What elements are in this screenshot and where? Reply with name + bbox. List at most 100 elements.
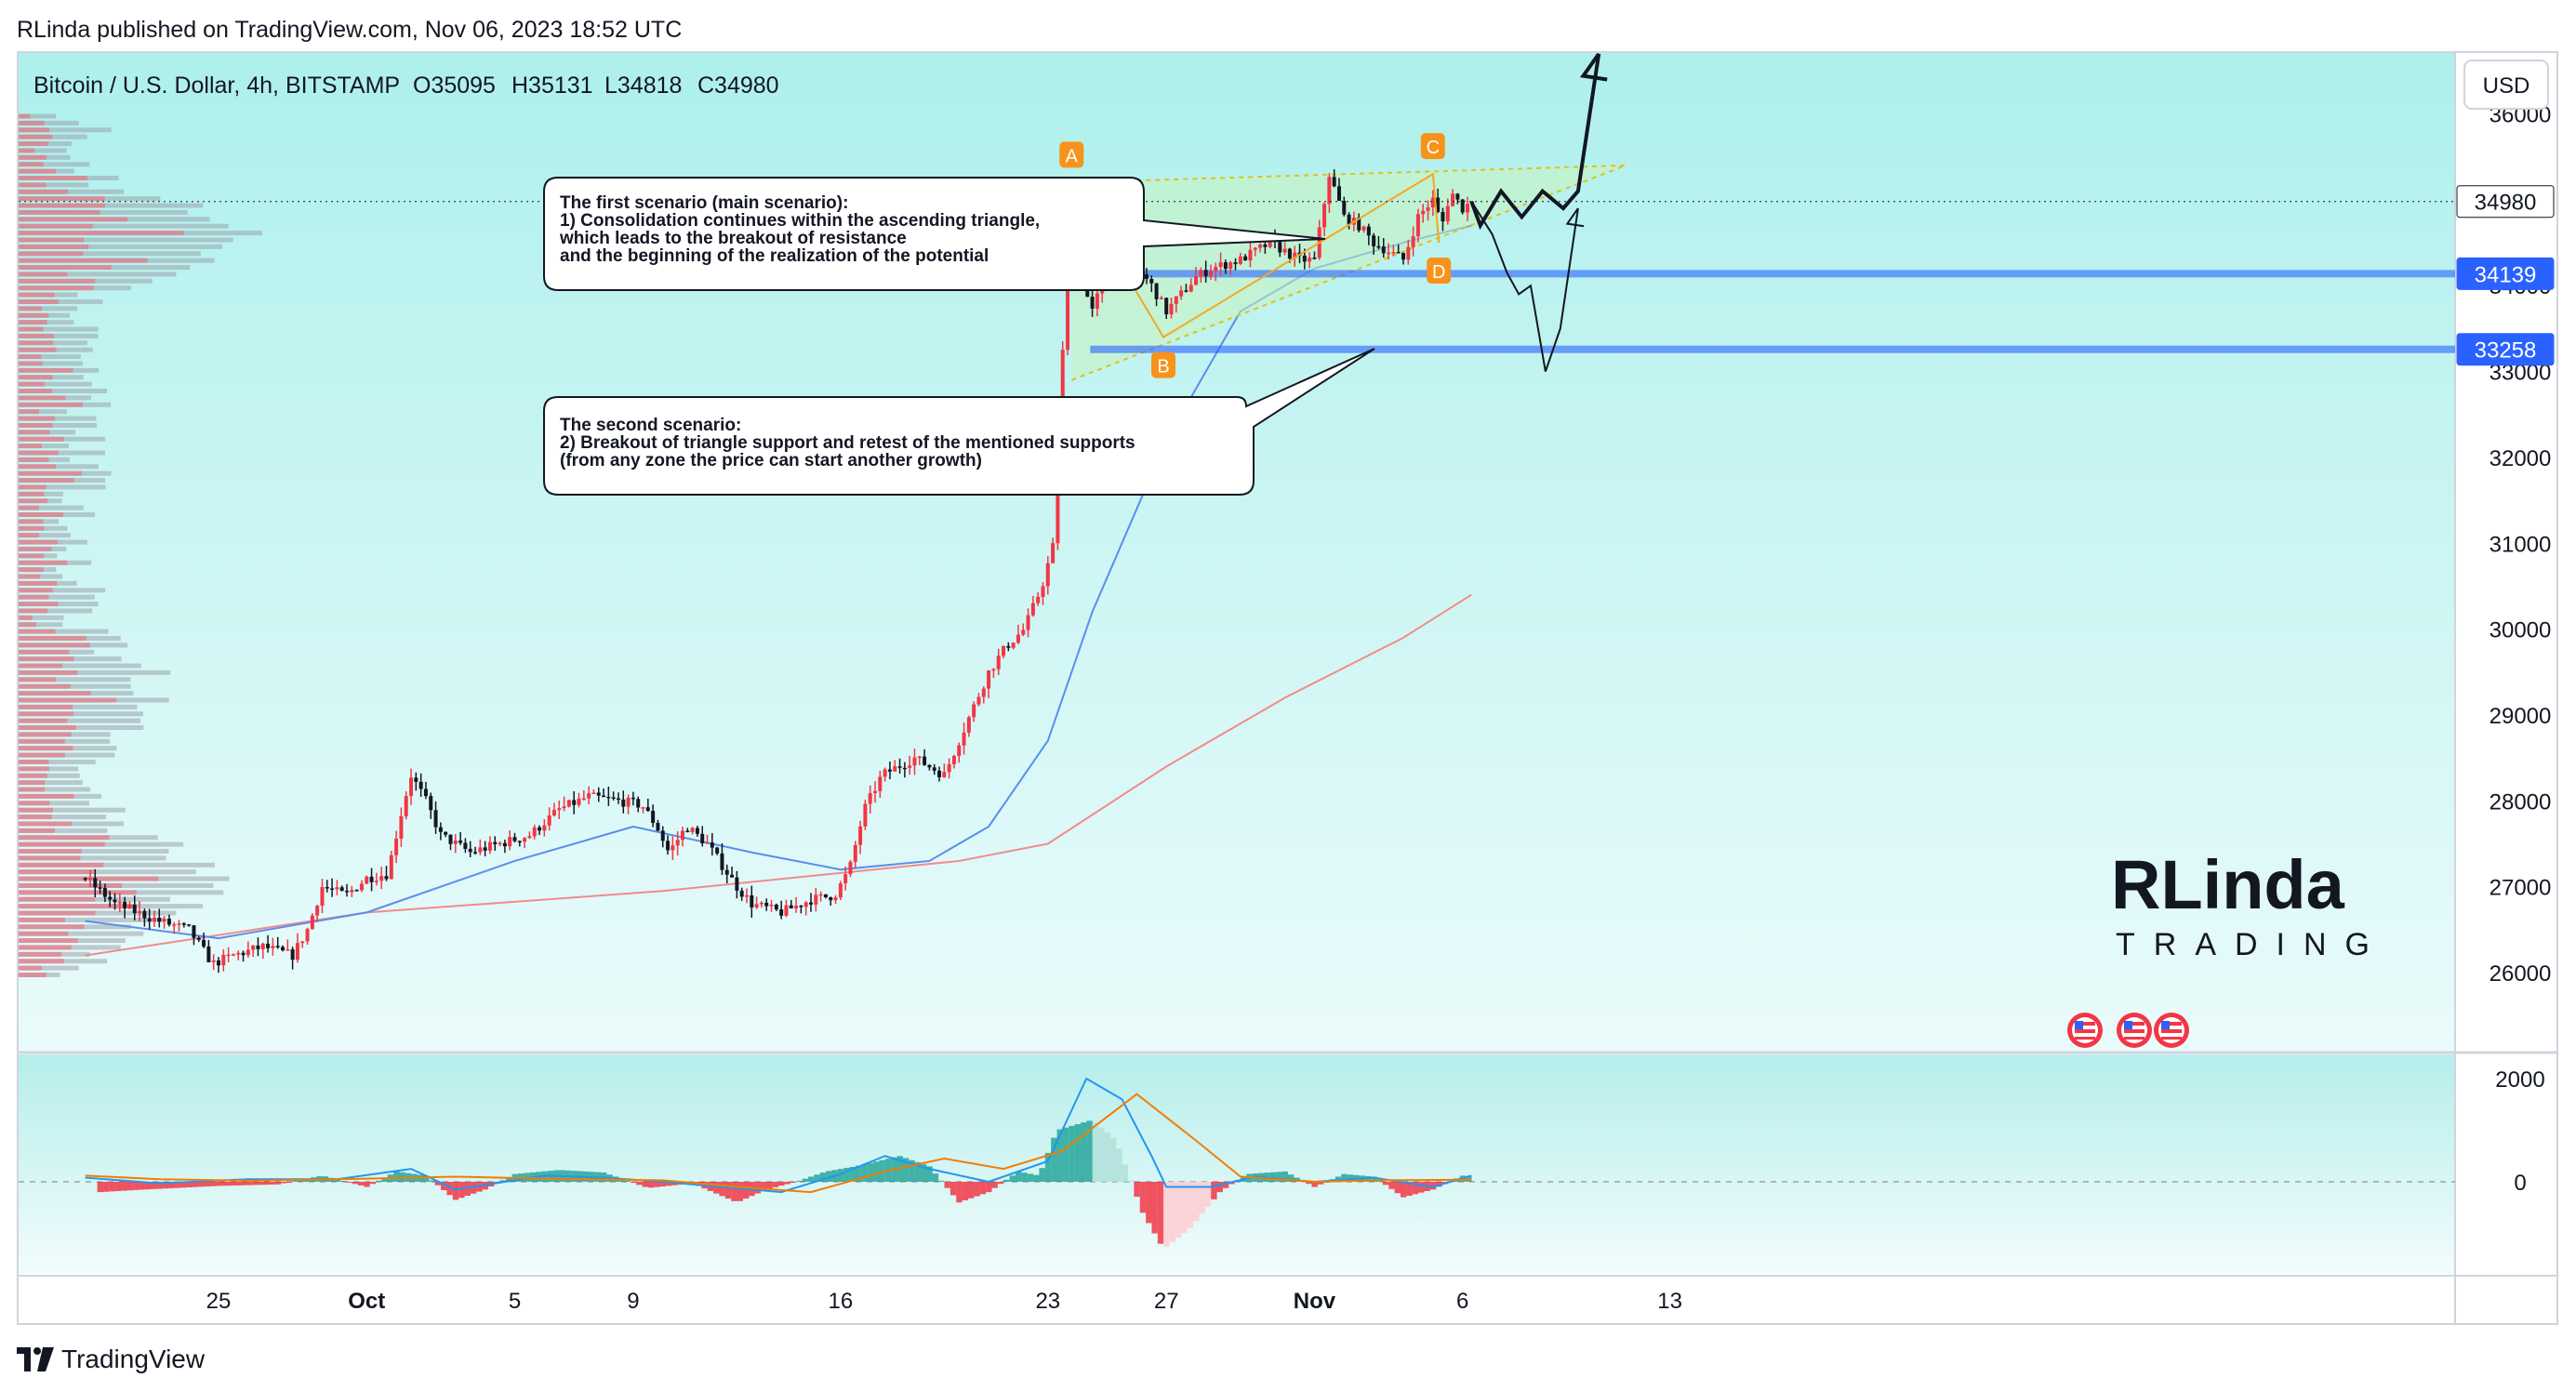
candle-body (794, 905, 799, 908)
candle-body (108, 896, 113, 900)
pattern-point-marker[interactable] (1151, 351, 1176, 378)
candle-body (695, 828, 699, 834)
macd-histogram-bar (452, 1182, 459, 1200)
macd-histogram-bar (156, 1182, 163, 1189)
us-flag-events[interactable] (2067, 1013, 2189, 1048)
pattern-point-marker[interactable] (1420, 133, 1445, 160)
pattern-point-marker[interactable] (1427, 258, 1452, 285)
candle-body (611, 797, 616, 799)
candle-body (532, 827, 537, 837)
volume-profile-bar-buy (19, 780, 46, 786)
candle-body (641, 807, 645, 809)
candle-body (206, 946, 211, 962)
macd-histogram-bar (826, 1171, 832, 1182)
candle-body (1396, 252, 1401, 254)
candle-body (547, 815, 551, 826)
last-price-badge (2456, 185, 2555, 219)
volume-profile-bar-buy (19, 890, 137, 895)
candle-body (1268, 238, 1272, 247)
macd-histogram-bar (216, 1182, 222, 1186)
volume-profile-bar-buy (19, 375, 53, 380)
macd-histogram-bar (814, 1174, 820, 1182)
volume-profile-bar (19, 422, 98, 428)
price-tick-label: 30000 (2490, 618, 2552, 643)
candle-body (1066, 288, 1070, 351)
macd-histogram-bar (932, 1173, 939, 1182)
volume-profile-bar (19, 127, 112, 133)
us-flag-icon[interactable] (2067, 1013, 2103, 1048)
time-tick-label: 23 (1035, 1289, 1060, 1314)
volume-profile-bar (19, 910, 177, 916)
candle-body (310, 915, 314, 930)
scenario1-callout[interactable]: The first scenario (main scenario): 1) C… (543, 177, 1326, 291)
candle-body (1179, 290, 1184, 297)
support-level-line[interactable] (1090, 270, 2455, 278)
macd-histogram-bar (1027, 1173, 1034, 1182)
volume-profile-bar (19, 244, 222, 249)
candle-body (937, 770, 942, 777)
macd-pane-bg (19, 1054, 2455, 1274)
volume-profile-bar (19, 608, 93, 614)
volume-profile-bar-buy (19, 505, 39, 510)
scenario2-callout[interactable]: The second scenario: 2) Breakout of tria… (543, 348, 1375, 496)
candle-body (1336, 186, 1341, 202)
volume-profile-bar-buy (19, 855, 81, 861)
macd-histogram-bar (1376, 1180, 1383, 1182)
volume-profile-bar-buy (19, 231, 184, 236)
macd-histogram-bar (778, 1182, 785, 1186)
pattern-point-label: B (1157, 357, 1169, 378)
candle-body (498, 842, 502, 845)
volume-profile-bar-buy (19, 725, 76, 731)
macd-histogram-bar (636, 1182, 643, 1186)
candle-body (754, 904, 759, 907)
volume-profile-bar (19, 148, 67, 153)
candle-body (991, 669, 996, 671)
candle-body (616, 798, 620, 801)
candle-body (433, 810, 438, 828)
candle-body (1016, 634, 1020, 643)
candle-body (843, 874, 848, 884)
macd-signal-line (85, 1093, 1472, 1194)
pattern-point-marker[interactable] (1059, 141, 1084, 168)
support-level-line[interactable] (1090, 345, 2455, 353)
macd-histogram-bar (1341, 1173, 1348, 1182)
candle-body (458, 841, 463, 843)
macd-histogram-bar (1204, 1182, 1212, 1207)
macd-histogram-bar (375, 1180, 382, 1182)
candle-body (281, 947, 285, 951)
volume-profile-bar-buy (19, 773, 47, 778)
volume-profile-bar-buy (19, 292, 55, 298)
volume-profile-bar (19, 189, 125, 194)
candle-body (685, 830, 690, 833)
candle-body (715, 847, 720, 854)
macd-histogram-bar (1169, 1182, 1175, 1242)
volume-profile-bar (19, 917, 164, 922)
macd-histogram-bar (737, 1182, 743, 1201)
chart-frame[interactable]: A B C D 26000 27000 28000 29000 30000 31000 32000… (17, 51, 2558, 1325)
volume-profile-bar-buy (19, 340, 54, 346)
tradingview-brand[interactable]: TradingView (17, 1341, 205, 1378)
chart-svg[interactable]: A B C D 26000 27000 28000 29000 30000 31000 32000… (19, 52, 2556, 1323)
volume-profile-bar-buy (19, 491, 45, 497)
volume-profile-bar-buy (19, 697, 117, 703)
us-flag-icon[interactable] (2117, 1013, 2152, 1048)
us-flag-icon[interactable] (2154, 1013, 2189, 1048)
candle-body (1282, 248, 1287, 253)
candle-body (295, 943, 299, 960)
macd-histogram-bar (642, 1182, 649, 1187)
volume-profile-bar (19, 669, 171, 675)
volume-profile-bar-buy (19, 223, 93, 229)
volume-profile-bar-buy (19, 828, 56, 833)
currency-button[interactable]: USD (2463, 60, 2549, 110)
volume-profile-bar-buy (19, 272, 68, 277)
volume-profile-bar (19, 223, 229, 229)
volume-profile-bar (19, 752, 115, 758)
candle-body (1391, 252, 1396, 254)
candle-body (1426, 206, 1430, 211)
macd-histogram-bar (186, 1182, 193, 1187)
macd-histogram-bar (1412, 1182, 1419, 1195)
candle-body (217, 960, 220, 966)
candle-body (127, 905, 132, 908)
candle-body (730, 874, 735, 878)
volume-profile-bar (19, 464, 99, 470)
